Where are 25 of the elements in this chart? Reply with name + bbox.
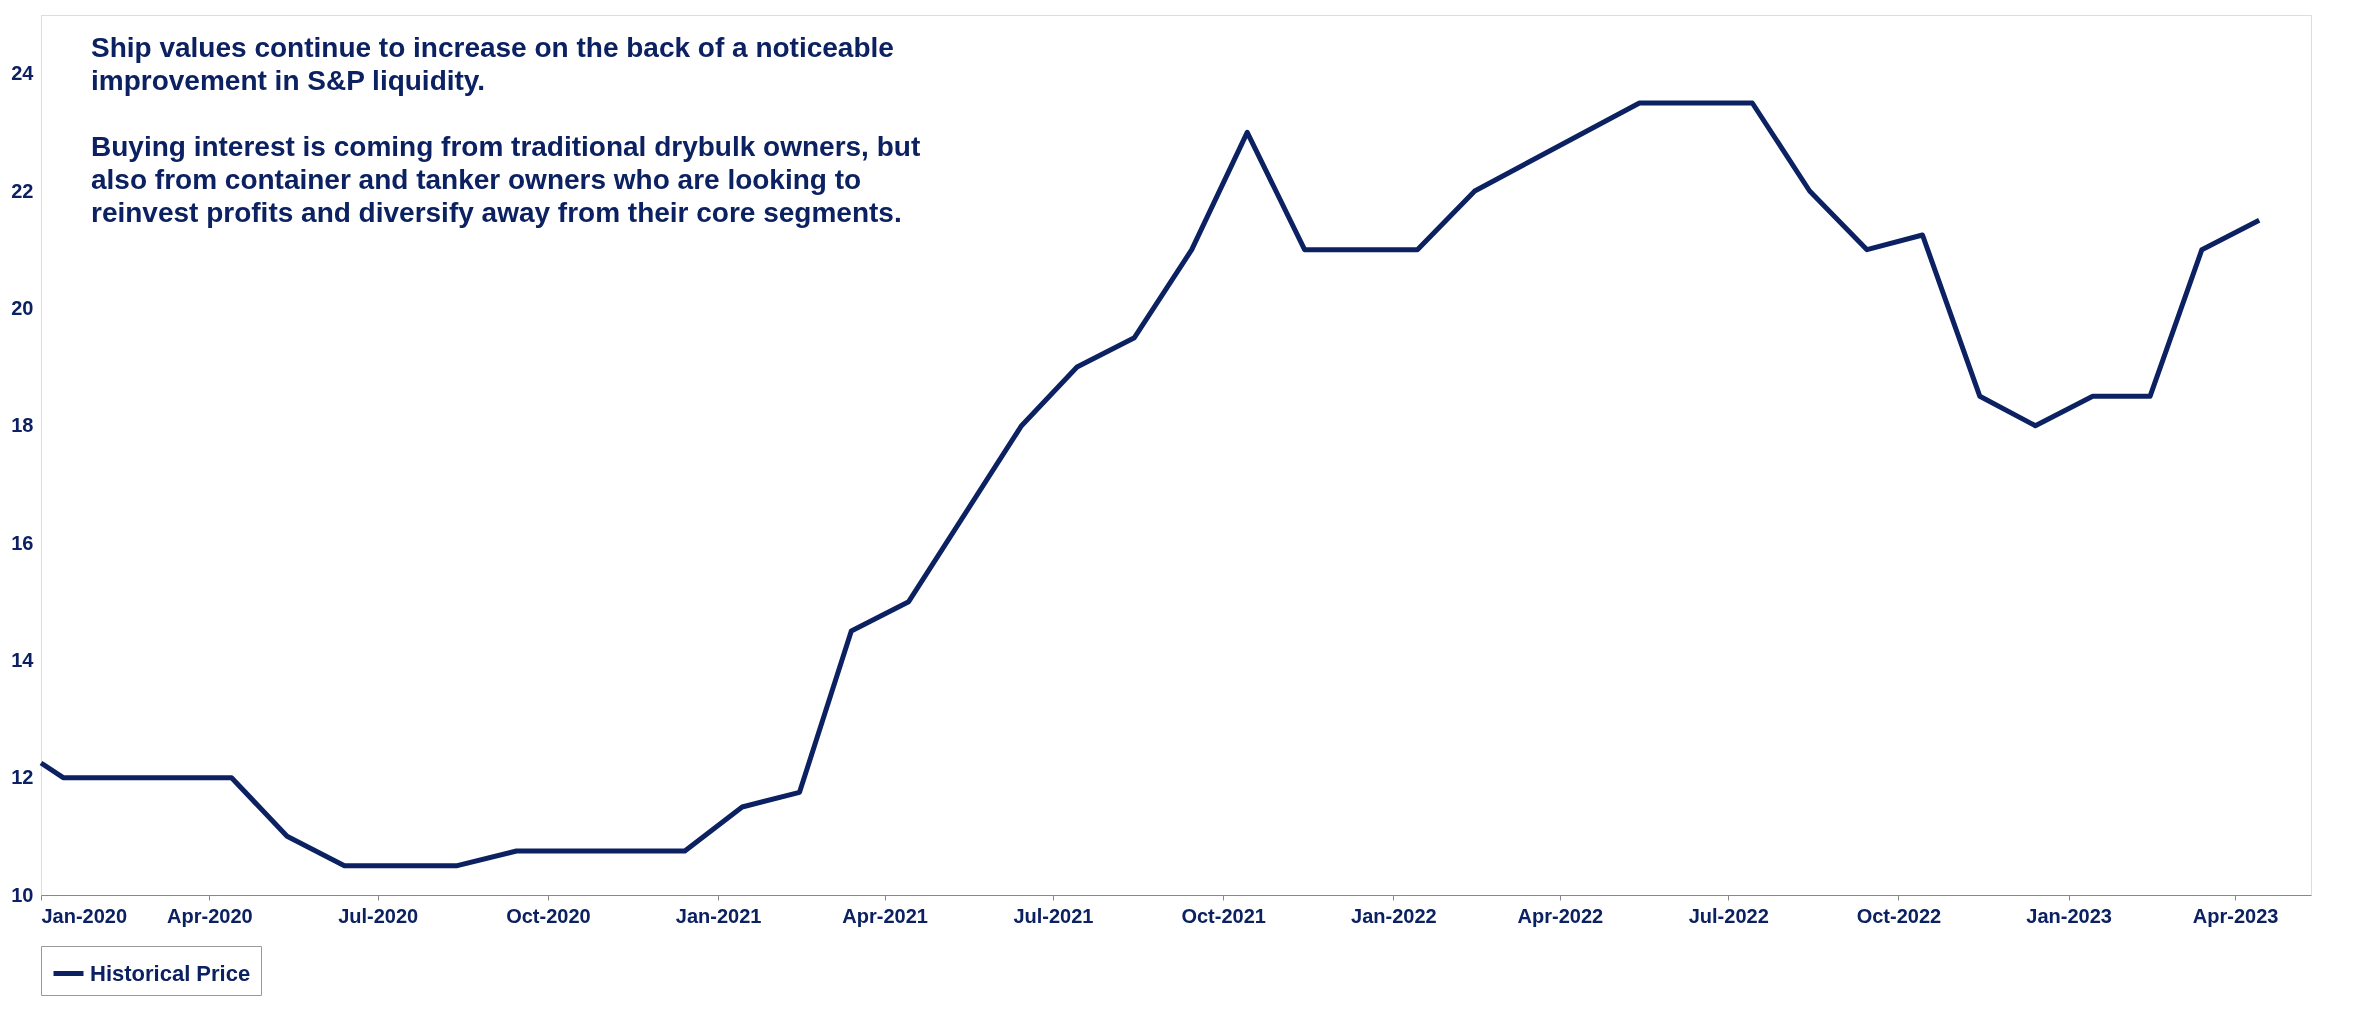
x-tick-label: Jul-2021 — [1013, 904, 1094, 927]
x-tick-label: Apr-2022 — [1517, 904, 1604, 927]
x-tick-label: Apr-2021 — [842, 904, 928, 927]
annotation: Buying interest is coming from traditional drybulk owners, but also from container and tanker owners who are looking to reinvest profits and diversify away from their core segments. — [91, 131, 921, 228]
x-tick-label: Oct-2021 — [1181, 904, 1266, 927]
x-tick-label: Jan-2021 — [675, 904, 762, 927]
x-tick-label: Jan-2022 — [1351, 904, 1437, 927]
x-tick-label: Jan-2020 — [41, 904, 128, 927]
y-tick-label: 10 — [11, 883, 34, 906]
annotation: Ship values continue to increase on the back of a noticeable improvement in S&P liquidity. — [91, 32, 894, 96]
y-tick-label: 14 — [11, 648, 35, 671]
x-tick-label: Oct-2020 — [506, 904, 591, 927]
x-tick-label: Apr-2023 — [2192, 904, 2279, 927]
y-tick-label: 18 — [11, 414, 34, 437]
y-tick-label: 20 — [11, 296, 34, 319]
legend-label: Historical Price — [90, 960, 251, 986]
y-tick-label: 16 — [11, 531, 34, 554]
y-tick-label: 12 — [11, 766, 34, 789]
y-tick-label: 22 — [11, 179, 34, 202]
x-tick-label: Jul-2022 — [1688, 904, 1769, 927]
x-tick-label: Oct-2022 — [1856, 904, 1942, 927]
x-tick-label: Jan-2023 — [2026, 904, 2112, 927]
y-tick-label: 24 — [11, 62, 35, 85]
x-tick-label: Jul-2020 — [338, 904, 419, 927]
x-tick-label: Apr-2020 — [167, 904, 253, 927]
